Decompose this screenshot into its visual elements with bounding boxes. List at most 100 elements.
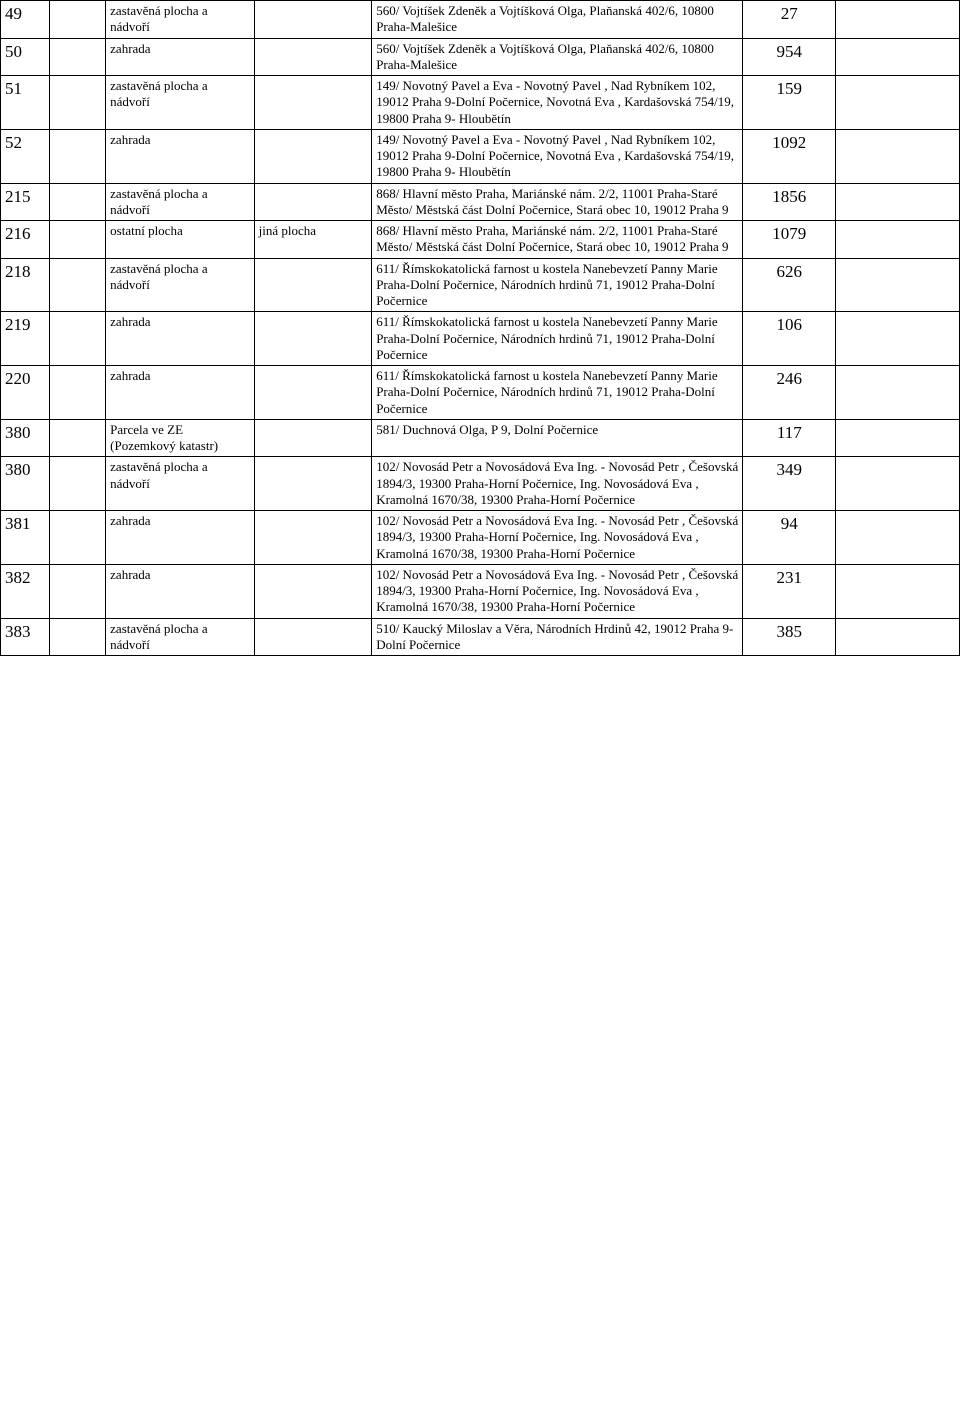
- blank-cell: [50, 457, 106, 511]
- parcel-area: 385: [743, 618, 836, 656]
- parcel-type: zastavěná plocha a nádvoří: [106, 1, 254, 39]
- parcel-type: zahrada: [106, 129, 254, 183]
- parcel-owner: 560/ Vojtíšek Zdeněk a Vojtíšková Olga, …: [372, 1, 743, 39]
- table-row: 215zastavěná plocha a nádvoří868/ Hlavní…: [1, 183, 960, 221]
- parcel-area: 1856: [743, 183, 836, 221]
- blank-cell: [836, 1, 960, 39]
- table-row: 50zahrada560/ Vojtíšek Zdeněk a Vojtíško…: [1, 38, 960, 76]
- parcel-subtype: [254, 129, 372, 183]
- parcel-area: 626: [743, 258, 836, 312]
- parcel-type: zastavěná plocha a nádvoří: [106, 457, 254, 511]
- parcel-type: zahrada: [106, 366, 254, 420]
- parcel-subtype: [254, 366, 372, 420]
- parcel-area: 27: [743, 1, 836, 39]
- parcel-owner: 611/ Římskokatolická farnost u kostela N…: [372, 312, 743, 366]
- parcel-type: zastavěná plocha a nádvoří: [106, 618, 254, 656]
- parcel-area: 1092: [743, 129, 836, 183]
- parcel-area: 954: [743, 38, 836, 76]
- parcel-id: 50: [1, 38, 50, 76]
- table-row: 51 zastavěná plocha a nádvoří 149/ Novotný…: [1, 76, 960, 130]
- parcel-id: 382: [1, 564, 50, 618]
- blank-cell: [836, 564, 960, 618]
- parcel-type: zahrada: [106, 38, 254, 76]
- parcel-area: 94: [743, 511, 836, 565]
- blank-cell: [50, 419, 106, 457]
- table-row: 52zahrada149/ Novotný Pavel a Eva - Novo…: [1, 129, 960, 183]
- parcel-id: 219: [1, 312, 50, 366]
- parcel-id: 51: [1, 76, 50, 130]
- parcel-type: zahrada: [106, 564, 254, 618]
- table-row: 218 zastavěná plocha a nádvoří 611/ Římsko…: [1, 258, 960, 312]
- blank-cell: [836, 511, 960, 565]
- parcel-subtype: [254, 258, 372, 312]
- blank-cell: [50, 129, 106, 183]
- parcel-id: 216: [1, 221, 50, 259]
- parcel-id: 215: [1, 183, 50, 221]
- blank-cell: [50, 564, 106, 618]
- parcel-owner: 102/ Novosád Petr a Novosádová Eva Ing. …: [372, 511, 743, 565]
- parcel-owner: 611/ Římskokatolická farnost u kostela N…: [372, 366, 743, 420]
- blank-cell: [836, 419, 960, 457]
- blank-cell: [50, 312, 106, 366]
- parcel-subtype: [254, 1, 372, 39]
- table-row: 220zahrada611/ Římskokatolická farnost u…: [1, 366, 960, 420]
- parcel-type: Parcela ve ZE (Pozemkový katastr): [106, 419, 254, 457]
- parcel-owner: 102/ Novosád Petr a Novosádová Eva Ing. …: [372, 564, 743, 618]
- blank-cell: [50, 38, 106, 76]
- parcel-subtype: [254, 457, 372, 511]
- parcel-subtype: [254, 38, 372, 76]
- table-row: 216 ostatní plochajiná plocha868/ Hlavní …: [1, 221, 960, 259]
- parcel-table: 49 zastavěná plocha a nádvoří 560/ Vojtíše…: [0, 0, 960, 656]
- parcel-owner: 868/ Hlavní město Praha, Mariánské nám. …: [372, 183, 743, 221]
- parcel-type: zahrada: [106, 312, 254, 366]
- parcel-owner: 149/ Novotný Pavel a Eva - Novotný Pavel…: [372, 76, 743, 130]
- parcel-owner: 510/ Kaucký Miloslav a Věra, Národních H…: [372, 618, 743, 656]
- table-row: 380 Parcela ve ZE (Pozemkový katastr) 581/…: [1, 419, 960, 457]
- parcel-subtype: [254, 511, 372, 565]
- blank-cell: [836, 76, 960, 130]
- parcel-owner: 868/ Hlavní město Praha, Mariánské nám. …: [372, 221, 743, 259]
- parcel-id: 218: [1, 258, 50, 312]
- blank-cell: [50, 1, 106, 39]
- table-row: 49 zastavěná plocha a nádvoří 560/ Vojtíše…: [1, 1, 960, 39]
- parcel-area: 1079: [743, 221, 836, 259]
- parcel-subtype: [254, 564, 372, 618]
- parcel-id: 380: [1, 457, 50, 511]
- parcel-id: 52: [1, 129, 50, 183]
- blank-cell: [50, 366, 106, 420]
- parcel-subtype: jiná plocha: [254, 221, 372, 259]
- blank-cell: [50, 618, 106, 656]
- blank-cell: [836, 312, 960, 366]
- table-row: 381zahrada102/ Novosád Petr a Novosádová…: [1, 511, 960, 565]
- parcel-subtype: [254, 419, 372, 457]
- table-row: 382 zahrada 102/ Novosád Petr a Novosádová…: [1, 564, 960, 618]
- blank-cell: [50, 76, 106, 130]
- table-row: 219 zahrada 611/ Římskokatolická farnost u…: [1, 312, 960, 366]
- parcel-area: 106: [743, 312, 836, 366]
- parcel-subtype: [254, 76, 372, 130]
- parcel-area: 349: [743, 457, 836, 511]
- blank-cell: [836, 38, 960, 76]
- parcel-owner: 611/ Římskokatolická farnost u kostela N…: [372, 258, 743, 312]
- parcel-area: 159: [743, 76, 836, 130]
- parcel-subtype: [254, 618, 372, 656]
- table-row: 380zastavěná plocha a nádvoří102/ Novosá…: [1, 457, 960, 511]
- blank-cell: [836, 183, 960, 221]
- parcel-type: zastavěná plocha a nádvoří: [106, 258, 254, 312]
- parcel-type: ostatní plocha: [106, 221, 254, 259]
- parcel-area: 117: [743, 419, 836, 457]
- blank-cell: [836, 221, 960, 259]
- parcel-area: 246: [743, 366, 836, 420]
- parcel-id: 383: [1, 618, 50, 656]
- blank-cell: [836, 457, 960, 511]
- parcel-type: zastavěná plocha a nádvoří: [106, 76, 254, 130]
- parcel-id: 49: [1, 1, 50, 39]
- blank-cell: [836, 129, 960, 183]
- parcel-owner: 581/ Duchnová Olga, P 9, Dolní Počernice: [372, 419, 743, 457]
- blank-cell: [836, 366, 960, 420]
- parcel-id: 380: [1, 419, 50, 457]
- blank-cell: [50, 511, 106, 565]
- parcel-area: 231: [743, 564, 836, 618]
- table-row: 383 zastavěná plocha a nádvoří 510/ Kaucký…: [1, 618, 960, 656]
- parcel-subtype: [254, 312, 372, 366]
